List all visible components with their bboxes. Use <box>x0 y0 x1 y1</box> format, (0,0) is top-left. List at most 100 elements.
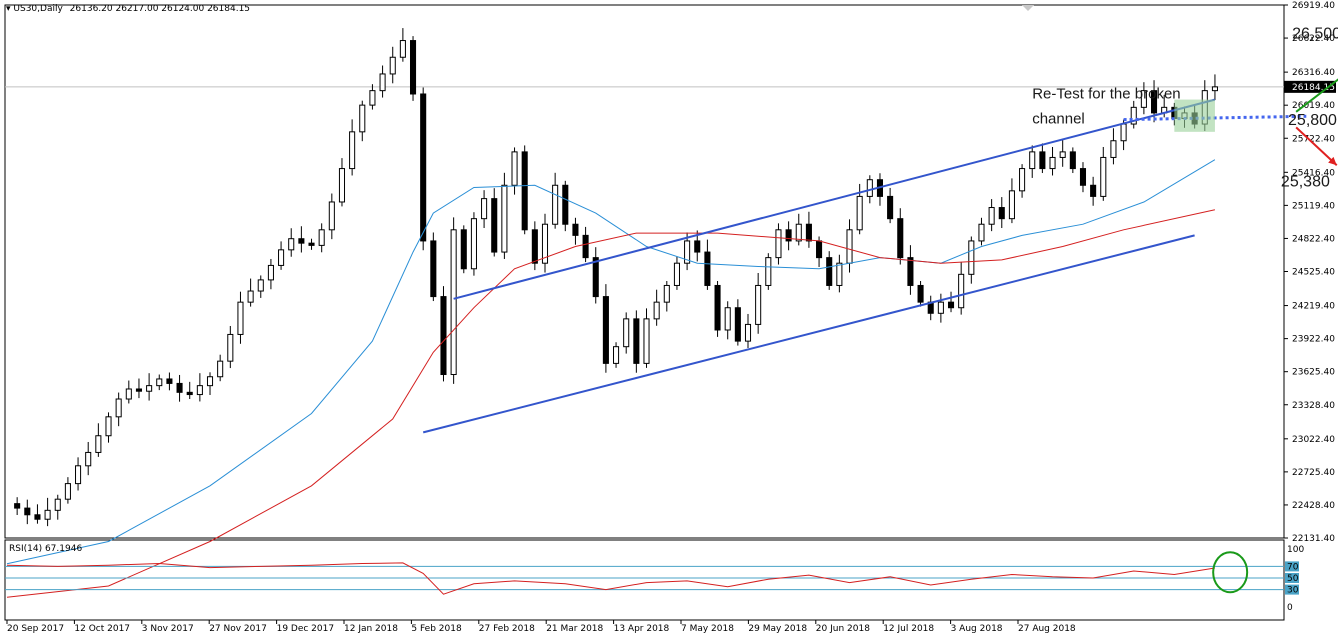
price-tick-label: 24822.40 <box>1292 234 1335 244</box>
candle <box>491 188 498 257</box>
rsi-tick-label: 0 <box>1287 603 1293 613</box>
price-tick-label: 22428.40 <box>1292 501 1335 511</box>
candle-body <box>663 284 670 303</box>
candle <box>156 374 163 391</box>
candle-body <box>14 503 21 509</box>
candle <box>704 239 711 290</box>
candle <box>734 299 741 346</box>
candle <box>623 312 630 354</box>
candle <box>1130 100 1137 129</box>
candle <box>998 197 1005 229</box>
candle-body <box>846 229 853 264</box>
candle <box>592 247 599 304</box>
price-tick-label: 25722.40 <box>1292 134 1335 144</box>
candle <box>328 193 335 240</box>
candle-body <box>257 279 264 292</box>
candle-body <box>328 201 335 231</box>
price-tick-label: 26622.40 <box>1292 34 1335 44</box>
candle-body <box>470 218 477 270</box>
candle <box>562 180 569 232</box>
candle-body <box>75 465 82 485</box>
candle <box>724 301 731 340</box>
candle <box>44 497 51 527</box>
candle <box>765 253 772 290</box>
current-price-label: 26184.15 <box>1292 83 1335 93</box>
candle-body <box>582 234 589 259</box>
candle <box>673 256 680 290</box>
candle-body <box>1069 151 1076 170</box>
candle <box>917 281 924 307</box>
candle-body <box>24 507 31 516</box>
candle <box>440 286 447 382</box>
candle <box>115 392 122 427</box>
candle <box>531 221 538 271</box>
candle <box>450 217 457 384</box>
candle-body <box>85 451 92 467</box>
candle-body <box>744 323 752 342</box>
candle-body <box>521 151 528 231</box>
candle-body <box>937 301 944 314</box>
candle <box>897 208 904 265</box>
candle-body <box>1019 168 1026 192</box>
candle-body <box>338 168 346 203</box>
candle-body <box>755 284 762 325</box>
candle <box>420 87 427 251</box>
date-tick-label: 12 Jan 2018 <box>344 624 398 634</box>
candle-body <box>1008 190 1015 220</box>
target-down-label: 25,380 <box>1281 173 1330 190</box>
price-tick-label: 24525.40 <box>1292 268 1335 278</box>
candle-body <box>450 229 457 376</box>
candle <box>927 295 934 321</box>
candle-body <box>623 318 630 348</box>
candle <box>744 313 752 349</box>
candle <box>552 172 559 229</box>
candle <box>937 293 944 323</box>
candle-body <box>572 223 579 236</box>
candle <box>85 441 92 476</box>
candle-body <box>714 284 721 331</box>
date-tick-label: 21 Mar 2018 <box>546 624 603 634</box>
collapse-triangle-icon[interactable]: ▾ <box>6 4 11 14</box>
candle <box>1039 143 1046 174</box>
candle-body <box>531 229 538 264</box>
candle <box>836 254 843 293</box>
candle-body <box>1039 151 1046 170</box>
rsi-level-box <box>1285 573 1299 583</box>
candle <box>775 223 782 265</box>
date-tick-label: 3 Nov 2017 <box>142 624 194 634</box>
rsi-pane-frame <box>4 539 1285 621</box>
candle-body <box>1100 156 1107 197</box>
candle <box>135 378 142 399</box>
candle-body <box>409 40 417 95</box>
date-tick-label: 19 Dec 2017 <box>277 624 335 634</box>
candle <box>166 372 173 391</box>
candle-body <box>897 218 904 259</box>
channel-upper-line <box>453 98 1216 300</box>
price-tick-label: 23922.40 <box>1292 335 1335 345</box>
candle-body <box>166 378 173 384</box>
candle-body <box>1211 86 1218 92</box>
candle-body <box>359 104 366 133</box>
symbol-label: US30,Daily <box>13 4 63 14</box>
candle-body <box>481 198 488 220</box>
candle-body <box>866 179 873 197</box>
date-tick-label: 12 Oct 2017 <box>74 624 130 634</box>
candle-body <box>146 385 153 392</box>
candle-body <box>379 73 386 92</box>
candle-body <box>399 40 406 58</box>
candle-body <box>795 223 802 242</box>
candle-body <box>491 198 498 253</box>
candle <box>511 147 518 195</box>
candle <box>602 284 609 373</box>
candle <box>14 497 21 516</box>
candle-body <box>206 376 214 387</box>
candle-body <box>978 223 985 242</box>
candle-body <box>1029 151 1036 170</box>
candle-body <box>592 257 599 298</box>
candle-body <box>643 318 650 364</box>
candle <box>338 158 346 207</box>
candle <box>826 251 833 290</box>
candle <box>1049 146 1056 176</box>
candle <box>237 291 244 344</box>
